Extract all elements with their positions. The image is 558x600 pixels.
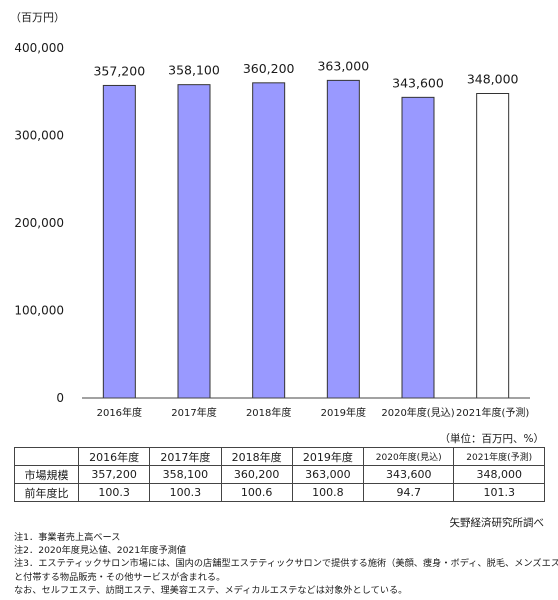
table-cell: 101.3 <box>453 483 545 502</box>
y-axis: 0 100,000 200,000 300,000 400,000 <box>14 41 64 405</box>
table-row-label: 前年度比 <box>14 483 79 502</box>
x-tick-label: 2016年度 <box>97 406 142 419</box>
bars <box>102 79 510 399</box>
value-labels: 357,200 358,100 360,200 363,000 343,600 348,0… <box>93 58 518 90</box>
x-axis: 2016年度 2017年度 2018年度 2019年度 2020年度(見込) 2021年度… <box>97 406 530 419</box>
table-cell: 348,000 <box>453 465 545 484</box>
table-cell: 343,600 <box>362 465 455 484</box>
table-cell: 100.3 <box>149 483 222 502</box>
table-header-row: 2016年度 2017年度 2018年度 2019年度 2020年度(見込) 2… <box>14 447 545 466</box>
table-header-cell: 2018年度 <box>220 447 293 466</box>
bar <box>102 84 136 399</box>
table-row-label: 市場規模 <box>14 465 79 484</box>
bar-forecast <box>476 93 510 399</box>
footnote: と付帯する物品販売・その他サービスが含まれる。 <box>14 571 226 583</box>
table-cell: 100.6 <box>220 483 293 502</box>
y-tick-label: 0 <box>56 391 64 405</box>
x-tick-label: 2018年度 <box>246 406 291 419</box>
x-tick-label: 2017年度 <box>171 406 216 419</box>
table-header-cell: 2021年度(予測) <box>453 447 545 466</box>
x-tick-label: 2021年度(予測) <box>456 406 529 419</box>
bar <box>326 79 360 399</box>
bar-value-label: 357,200 <box>93 63 145 78</box>
bar-value-label: 358,100 <box>168 63 220 78</box>
bar <box>177 84 211 399</box>
bar-chart: （百万円） 0 100,000 200,000 300,000 400,000 357,… <box>10 11 530 419</box>
bar <box>401 96 435 399</box>
footnote: なお、セルフエステ、訪問エステ、理美容エステ、メディカルエステなどは対象外として… <box>14 584 408 596</box>
table-cell: 100.8 <box>291 483 365 502</box>
footnote: 注3．エステティックサロン市場には、国内の店舗型エステティックサロンで提供する施… <box>14 558 558 570</box>
table-cell: 357,200 <box>77 465 151 484</box>
y-tick-label: 300,000 <box>14 129 64 143</box>
x-tick-label: 2019年度 <box>321 406 366 419</box>
table-cell: 94.7 <box>362 483 455 502</box>
x-tick-label: 2020年度(見込) <box>381 406 454 419</box>
table-cell: 363,000 <box>291 465 365 484</box>
bar <box>252 82 286 399</box>
table-cell: 358,100 <box>149 465 222 484</box>
table-header-cell: 2019年度 <box>291 447 365 466</box>
table-corner-cell <box>14 447 79 466</box>
y-tick-label: 400,000 <box>14 41 64 55</box>
table-header-cell: 2016年度 <box>77 447 151 466</box>
table-row: 前年度比 100.3 100.3 100.6 100.8 94.7 101.3 <box>14 483 545 502</box>
bar-value-label: 343,600 <box>392 75 444 90</box>
bar-value-label: 348,000 <box>467 72 519 87</box>
table-cell: 360,200 <box>220 465 293 484</box>
y-tick-label: 200,000 <box>14 216 64 230</box>
table-header-cell: 2020年度(見込) <box>362 447 455 466</box>
data-table: 2016年度 2017年度 2018年度 2019年度 2020年度(見込) 2… <box>14 447 545 502</box>
table-unit-note: （単位：百万円、%） <box>439 433 544 445</box>
source-credit: 矢野経済研究所調べ <box>449 517 545 529</box>
footnotes: 注1．事業者売上高ベース 注2．2020年度見込値、2021年度予測値 注3．エ… <box>14 531 558 597</box>
footnote: 注2．2020年度見込値、2021年度予測値 <box>14 545 187 557</box>
footnote: 注1．事業者売上高ベース <box>14 532 121 543</box>
y-axis-unit-label: （百万円） <box>10 11 65 24</box>
bar-value-label: 360,200 <box>243 61 295 76</box>
bar-value-label: 363,000 <box>317 58 369 73</box>
table-row: 市場規模 357,200 358,100 360,200 363,000 343… <box>14 465 545 484</box>
table-cell: 100.3 <box>77 483 151 502</box>
y-tick-label: 100,000 <box>14 304 64 318</box>
table-header-cell: 2017年度 <box>149 447 222 466</box>
